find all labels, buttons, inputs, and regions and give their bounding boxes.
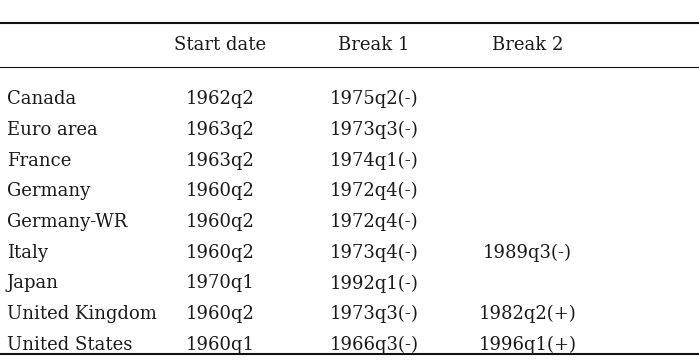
Text: 1970q1: 1970q1 (186, 274, 254, 292)
Text: Germany-WR: Germany-WR (7, 213, 127, 231)
Text: 1975q2(-): 1975q2(-) (330, 90, 418, 108)
Text: Euro area: Euro area (7, 121, 98, 139)
Text: 1960q2: 1960q2 (186, 244, 254, 262)
Text: 1963q2: 1963q2 (186, 152, 254, 170)
Text: 1960q1: 1960q1 (186, 336, 254, 354)
Text: France: France (7, 152, 71, 170)
Text: 1962q2: 1962q2 (186, 90, 254, 108)
Text: 1982q2(+): 1982q2(+) (479, 305, 577, 323)
Text: Break 1: Break 1 (338, 36, 410, 54)
Text: 1972q4(-): 1972q4(-) (330, 213, 418, 231)
Text: Break 2: Break 2 (492, 36, 563, 54)
Text: Canada: Canada (7, 90, 76, 108)
Text: 1960q2: 1960q2 (186, 213, 254, 231)
Text: 1973q4(-): 1973q4(-) (330, 244, 418, 262)
Text: Germany: Germany (7, 182, 90, 200)
Text: Italy: Italy (7, 244, 48, 262)
Text: 1973q3(-): 1973q3(-) (329, 121, 419, 139)
Text: 1996q1(+): 1996q1(+) (479, 336, 577, 354)
Text: Start date: Start date (174, 36, 266, 54)
Text: United States: United States (7, 336, 132, 354)
Text: United Kingdom: United Kingdom (7, 305, 157, 323)
Text: 1974q1(-): 1974q1(-) (330, 152, 418, 170)
Text: 1963q2: 1963q2 (186, 121, 254, 139)
Text: 1966q3(-): 1966q3(-) (329, 336, 419, 354)
Text: 1960q2: 1960q2 (186, 305, 254, 323)
Text: 1960q2: 1960q2 (186, 182, 254, 200)
Text: 1973q3(-): 1973q3(-) (329, 305, 419, 323)
Text: 1972q4(-): 1972q4(-) (330, 182, 418, 200)
Text: Japan: Japan (7, 274, 59, 292)
Text: 1989q3(-): 1989q3(-) (483, 244, 572, 262)
Text: 1992q1(-): 1992q1(-) (329, 274, 419, 292)
